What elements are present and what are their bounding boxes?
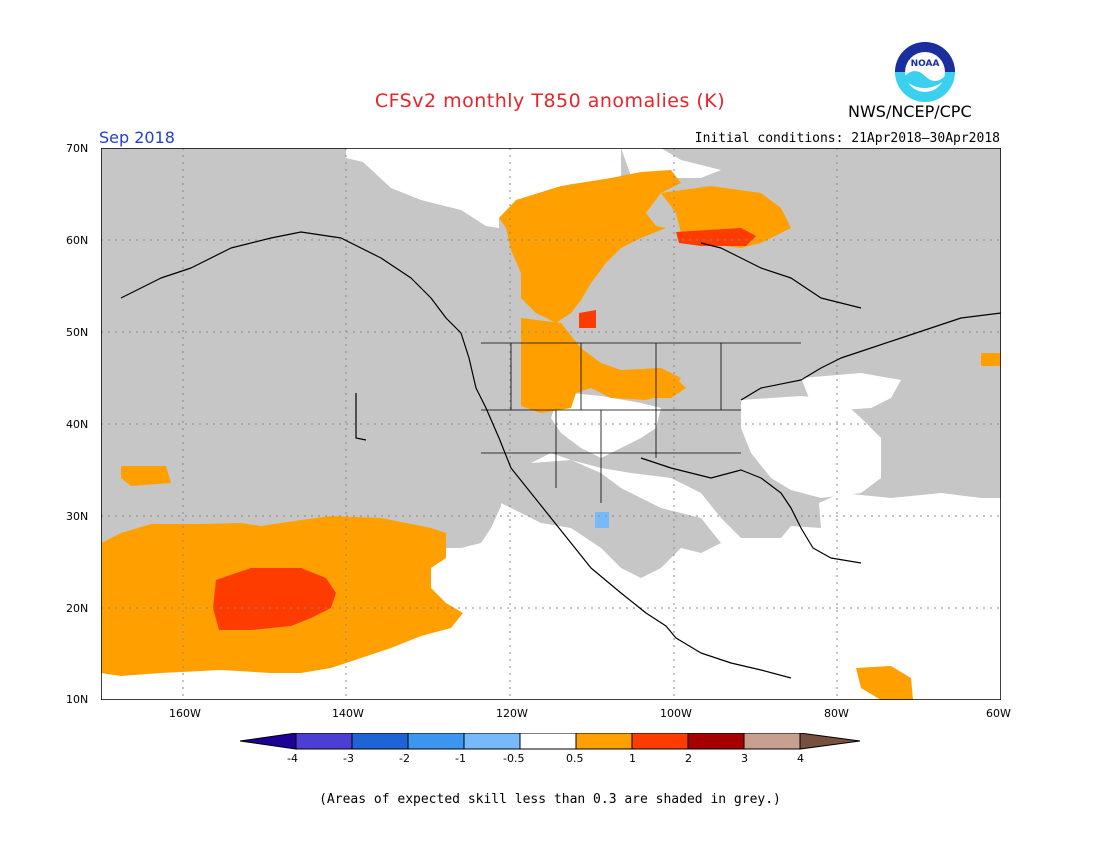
legend-tick-label: -0.5	[503, 752, 525, 765]
map-title: CFSv2 monthly T850 anomalies (K)	[374, 90, 726, 112]
lon-label: 80W	[824, 707, 849, 720]
lon-label: 140W	[332, 707, 364, 720]
legend-swatch	[631, 733, 689, 750]
lat-label: 10N	[66, 693, 89, 706]
state-borders	[481, 342, 801, 503]
legend-tick-label: -3	[343, 752, 354, 765]
legend-tick-label: 2	[685, 752, 692, 765]
svg-text:NOAA: NOAA	[911, 59, 940, 69]
lon-label: 160W	[169, 707, 201, 720]
legend-swatch	[407, 733, 465, 750]
legend-tick-label: 1	[629, 752, 636, 765]
lon-label: 60W	[986, 707, 1011, 720]
lon-label: 120W	[496, 707, 528, 720]
legend-swatch	[743, 733, 801, 750]
legend-swatch	[687, 733, 745, 750]
anomaly-positive-1-2	[213, 228, 756, 630]
valid-period: Sep 2018	[99, 128, 175, 147]
legend-tick-label: -1	[455, 752, 466, 765]
lat-label: 20N	[66, 602, 89, 615]
lat-label: 30N	[66, 510, 89, 523]
lon-label: 100W	[660, 707, 692, 720]
legend-swatch	[519, 733, 577, 750]
anomaly-negative-patch	[595, 512, 609, 528]
anomaly-map	[101, 148, 1001, 700]
legend-tick-label: -4	[287, 752, 298, 765]
legend-swatch	[295, 733, 353, 750]
lat-label: 40N	[66, 418, 89, 431]
agency-label: NWS/NCEP/CPC	[848, 102, 972, 121]
legend-swatch	[351, 733, 409, 750]
legend-swatch	[463, 733, 521, 750]
noaa-logo: NOAA	[895, 42, 955, 102]
legend-tick-label: 3	[741, 752, 748, 765]
anomaly-positive-0.5-1	[101, 170, 1001, 700]
coastlines	[120, 231, 1001, 679]
lat-label: 70N	[66, 142, 89, 155]
legend-tick-label: 4	[797, 752, 804, 765]
white-areas	[346, 148, 901, 498]
skill-footnote: (Areas of expected skill less than 0.3 a…	[319, 792, 781, 807]
legend-swatch	[799, 733, 861, 750]
legend-swatch	[575, 733, 633, 750]
initial-conditions: Initial conditions: 21Apr2018–30Apr2018	[694, 131, 1000, 146]
lat-label: 60N	[66, 234, 89, 247]
color-legend	[240, 733, 861, 750]
legend-tick-label: 0.5	[566, 752, 584, 765]
legend-swatch	[240, 733, 297, 750]
lat-label: 50N	[66, 326, 89, 339]
legend-tick-label: -2	[399, 752, 410, 765]
